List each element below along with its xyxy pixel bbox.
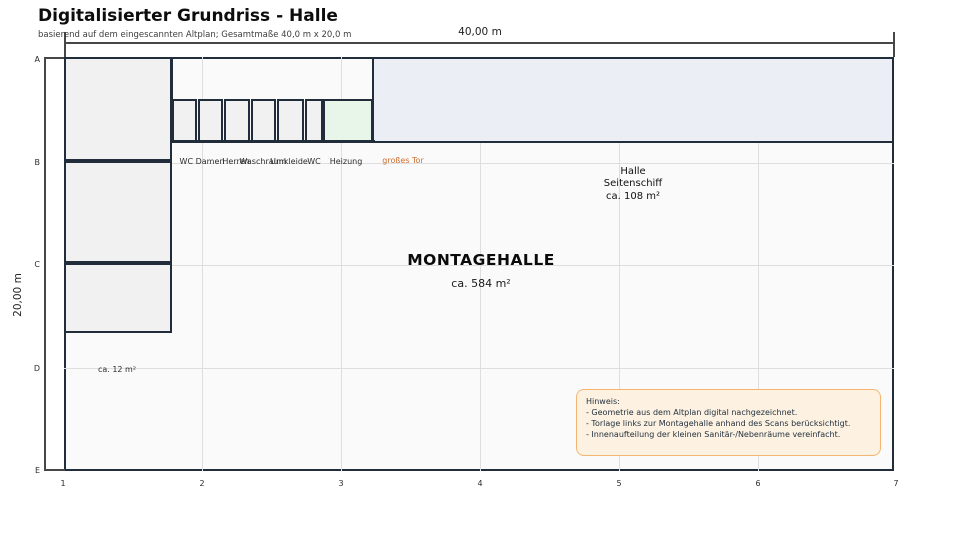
grid-line-hb <box>64 163 894 164</box>
room-heizung <box>323 99 373 142</box>
grid-row-label-c: C <box>34 260 40 269</box>
grid-line-hd <box>64 368 894 369</box>
top-dimension-tick-right <box>893 32 895 57</box>
left-room-top <box>64 57 172 161</box>
main-hall-title: MONTAGEHALLE <box>407 251 555 269</box>
small-area-label: ca. 12 m² <box>97 365 137 374</box>
room-label-heizung: Heizung <box>329 157 363 166</box>
room-wc-damen-a <box>172 99 197 142</box>
grid-col-label-5: 5 <box>616 479 622 488</box>
side-hall-label-line3: ca. 108 m² <box>606 190 660 202</box>
top-dimension-tick-left <box>64 32 66 57</box>
grid-line-v6 <box>758 57 759 471</box>
page-title: Digitalisierter Grundriss - Halle <box>38 6 338 26</box>
side-hall-label-line1: Halle <box>620 166 646 177</box>
note-line-1: - Geometrie aus dem Altplan digital nach… <box>586 408 798 417</box>
room-label-herren: Herren <box>222 157 250 166</box>
interior-wall-vertical <box>170 57 173 143</box>
note-box: Hinweis: - Geometrie aus dem Altplan dig… <box>576 389 881 456</box>
gate-label: großes Tor <box>382 156 424 165</box>
page-subtitle: basierend auf dem eingescannten Altplan;… <box>38 30 352 40</box>
grid-line-v3 <box>341 57 342 471</box>
grid-row-label-b: B <box>34 158 41 167</box>
grid-line-v2 <box>202 57 203 471</box>
grid-row-label-a: A <box>34 55 40 64</box>
top-dimension-line <box>64 42 895 44</box>
grid-line-hc <box>64 265 894 266</box>
room-wc <box>305 99 323 142</box>
grid-row-label-d: D <box>33 364 40 373</box>
left-room-middle <box>64 161 172 263</box>
room-wc-damen-b <box>198 99 223 142</box>
main-hall-area: ca. 584 m² <box>451 277 511 290</box>
room-waschraum <box>251 99 276 142</box>
top-dimension-label: 40,00 m <box>458 26 502 38</box>
room-label-waschraum: Waschraum <box>239 157 287 166</box>
left-dimension-label: 20,00 m <box>12 273 24 317</box>
grid-col-label-6: 6 <box>755 479 761 488</box>
grid-col-label-2: 2 <box>199 479 205 488</box>
room-label-umkleide: Umkleide <box>270 157 308 166</box>
left-dimension-tick-top <box>44 57 65 59</box>
note-line-2: - Torlage links zur Montagehalle anhand … <box>586 419 851 428</box>
grid-col-label-1: 1 <box>60 479 66 488</box>
grid-col-label-7: 7 <box>893 479 899 488</box>
grid-line-v5 <box>619 57 620 471</box>
side-hall-label-line2: Seitenschiff <box>603 178 663 190</box>
note-line-3: - Innenaufteilung der kleinen Sanitär-/N… <box>586 430 841 439</box>
room-herren <box>224 99 250 142</box>
room-label-wc: WC <box>307 157 321 166</box>
side-hall-label: Halle Seitenschiff ca. 108 m² <box>604 166 662 203</box>
left-dimension-tick-bottom <box>44 469 65 471</box>
left-room-bottom <box>64 263 172 333</box>
interior-wall-horizontal <box>170 140 375 143</box>
left-dimension-line <box>44 57 46 471</box>
grid-col-label-3: 3 <box>338 479 344 488</box>
grid-col-label-4: 4 <box>477 479 483 488</box>
room-label-wc-damen: WC Damen <box>179 157 225 166</box>
grid-line-v4 <box>480 57 481 471</box>
side-hall-area <box>372 57 894 143</box>
note-title: Hinweis: <box>586 397 620 406</box>
grid-row-label-e: E <box>34 466 40 475</box>
room-umkleide <box>277 99 304 142</box>
